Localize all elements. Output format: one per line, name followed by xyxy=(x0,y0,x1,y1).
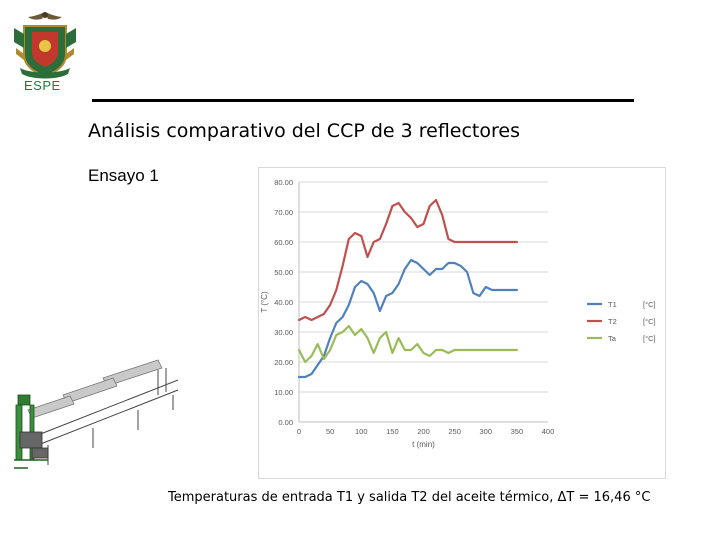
page-title: Análisis comparativo del CCP de 3 reflec… xyxy=(88,120,520,142)
logo-text: ESPE xyxy=(24,78,61,93)
flags-icon xyxy=(14,28,76,60)
legend-unit-t2: [°C] xyxy=(643,317,656,326)
x-tick-label: 100 xyxy=(355,427,368,436)
x-tick-label: 150 xyxy=(386,427,399,436)
y-tick-label: 0.00 xyxy=(278,418,293,427)
banner-icon xyxy=(20,68,70,79)
header-divider xyxy=(92,99,634,102)
series-line-t2 xyxy=(297,198,518,322)
series-line-t1 xyxy=(297,258,518,379)
legend-label-ta: Ta xyxy=(608,334,617,343)
x-tick-label: 50 xyxy=(326,427,334,436)
x-tick-label: 300 xyxy=(479,427,492,436)
eagle-icon xyxy=(28,12,62,20)
series-line-ta xyxy=(297,324,518,364)
y-axis-label: T (°C) xyxy=(260,291,269,313)
y-tick-label: 30.00 xyxy=(274,328,293,337)
y-tick-label: 40.00 xyxy=(274,298,293,307)
y-tick-label: 70.00 xyxy=(274,208,293,217)
x-tick-label: 400 xyxy=(542,427,555,436)
x-tick-label: 200 xyxy=(417,427,430,436)
legend-unit-ta: [°C] xyxy=(643,334,656,343)
chart-frame: 0.00 10.00 20.00 30.00 40.00 50.00 60.00 70.00 8… xyxy=(258,167,666,479)
shield-icon xyxy=(23,25,67,78)
y-tick-label: 10.00 xyxy=(274,388,293,397)
y-tick-label: 80.00 xyxy=(274,178,293,187)
solar-concentrator-illustration xyxy=(14,359,179,469)
test-subtitle: Ensayo 1 xyxy=(88,166,159,185)
legend-label-t2: T2 xyxy=(608,317,617,326)
y-tick-label: 20.00 xyxy=(274,358,293,367)
y-tick-label: 60.00 xyxy=(274,238,293,247)
temperature-line-chart: 0.00 10.00 20.00 30.00 40.00 50.00 60.00 70.00 8… xyxy=(260,178,656,449)
espe-crest-logo xyxy=(14,12,76,79)
y-tick-label: 50.00 xyxy=(274,268,293,277)
x-tick-label: 350 xyxy=(511,427,524,436)
legend-label-t1: T1 xyxy=(608,300,617,309)
x-axis-label: t (min) xyxy=(412,440,435,449)
legend-unit-t1: [°C] xyxy=(643,300,656,309)
x-tick-label: 250 xyxy=(448,427,461,436)
figure-caption: Temperaturas de entrada T1 y salida T2 d… xyxy=(168,490,651,505)
x-tick-label: 0 xyxy=(297,427,301,436)
